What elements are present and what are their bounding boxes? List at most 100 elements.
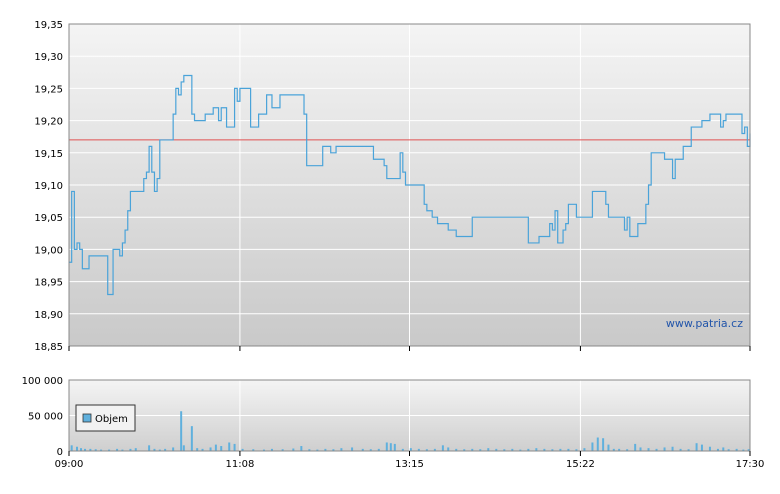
volume-bar [80, 448, 83, 451]
volume-bar [190, 426, 193, 451]
volume-bar [76, 446, 79, 451]
volume-bar [180, 411, 183, 451]
volume-bar [655, 448, 658, 451]
volume-bar [543, 448, 546, 451]
price-y-tick-label: 19,05 [34, 213, 63, 224]
price-y-tick-label: 18,85 [34, 342, 63, 353]
volume-bar [108, 449, 111, 451]
volume-bar [292, 448, 295, 451]
volume-bar [300, 446, 303, 451]
volume-bar [89, 448, 92, 451]
price-y-tick-label: 19,20 [34, 117, 63, 128]
volume-bar [727, 449, 730, 451]
x-tick-label: 17:30 [736, 459, 765, 470]
volume-bar [389, 443, 392, 451]
volume-bar [201, 448, 204, 451]
volume-bar [209, 447, 212, 451]
volume-bar [551, 449, 554, 451]
volume-bar [70, 445, 73, 451]
volume-panel: 0 50 000 100 000 Objem 09:00 11:08 13:15 15:2… [22, 376, 765, 470]
x-tick-label: 13:15 [395, 459, 424, 470]
volume-bar [433, 448, 436, 451]
price-y-tick-label: 19,25 [34, 84, 63, 95]
volume-bar [377, 448, 380, 451]
volume-bar [519, 449, 522, 451]
volume-bar [340, 448, 343, 451]
volume-bar [158, 449, 161, 451]
volume-bar [591, 442, 594, 451]
price-y-tick-label: 19,15 [34, 149, 63, 160]
volume-bar [511, 448, 514, 451]
volume-bar [583, 448, 586, 451]
volume-bar [262, 449, 265, 451]
volume-bar [479, 449, 482, 451]
volume-bar [663, 447, 666, 451]
volume-bar [94, 449, 97, 451]
volume-bar [129, 448, 132, 451]
volume-bar [316, 449, 319, 451]
x-tick-label: 09:00 [55, 459, 84, 470]
volume-bar [417, 448, 420, 451]
legend: Objem [75, 404, 136, 432]
legend-label: Objem [95, 414, 128, 425]
volume-bar [134, 448, 137, 451]
volume-bar [270, 448, 273, 451]
price-y-tick-label: 19,10 [34, 181, 63, 192]
price-line [69, 74, 751, 296]
volume-bar [471, 448, 474, 451]
volume-bar [695, 443, 698, 451]
volume-bar [228, 442, 231, 451]
volume-bar [700, 444, 703, 451]
volume-bar [233, 443, 236, 451]
price-y-axis: 18,85 18,90 18,95 19,00 19,05 19,10 19,15 19,20… [34, 20, 63, 353]
volume-y-tick-label: 0 [57, 447, 63, 458]
volume-bar [463, 449, 466, 451]
price-panel: 18,85 18,90 18,95 19,00 19,05 19,10 19,15 19,20… [34, 20, 751, 353]
price-x-tick-marks [68, 346, 751, 351]
volume-bar [148, 445, 151, 451]
volume-bar [487, 448, 490, 451]
volume-bar [241, 448, 244, 451]
volume-bar [385, 442, 388, 451]
volume-bar [121, 449, 124, 451]
volume-bar [164, 448, 167, 451]
x-tick-label: 15:22 [566, 459, 595, 470]
volume-bar [639, 447, 642, 451]
volume-bar [747, 449, 750, 451]
volume-bar [618, 448, 621, 451]
volume-bar [196, 448, 199, 451]
volume-bar [742, 449, 745, 451]
volume-y-tick-label: 100 000 [22, 376, 63, 387]
volume-bar [647, 448, 650, 451]
price-y-tick-label: 19,35 [34, 20, 63, 31]
price-y-tick-label: 18,95 [34, 278, 63, 289]
volume-bar [575, 449, 578, 451]
volume-bar [559, 448, 562, 451]
volume-bar [441, 445, 444, 451]
volume-bar [308, 449, 311, 451]
volume-bar [369, 449, 372, 451]
volume-bar [409, 448, 412, 451]
volume-bar [596, 437, 599, 451]
volume-bar [172, 447, 175, 451]
volume-bar [527, 448, 530, 451]
volume-bar [503, 449, 506, 451]
legend-swatch [82, 413, 92, 423]
volume-bar [687, 449, 690, 451]
volume-bar [722, 447, 725, 451]
volume-bar [735, 448, 738, 451]
volume-bar [393, 443, 396, 451]
volume-bar [679, 448, 682, 451]
volume-bar [361, 448, 364, 451]
price-y-tick-label: 19,30 [34, 52, 63, 63]
price-y-tick-label: 18,90 [34, 310, 63, 321]
volume-bar [612, 448, 615, 451]
volume-bar [602, 438, 605, 451]
watermark: www.patria.cz [666, 317, 743, 330]
legend-box [75, 404, 136, 432]
volume-bar [607, 444, 610, 451]
volume-bar [351, 447, 354, 451]
volume-bar [425, 449, 428, 451]
